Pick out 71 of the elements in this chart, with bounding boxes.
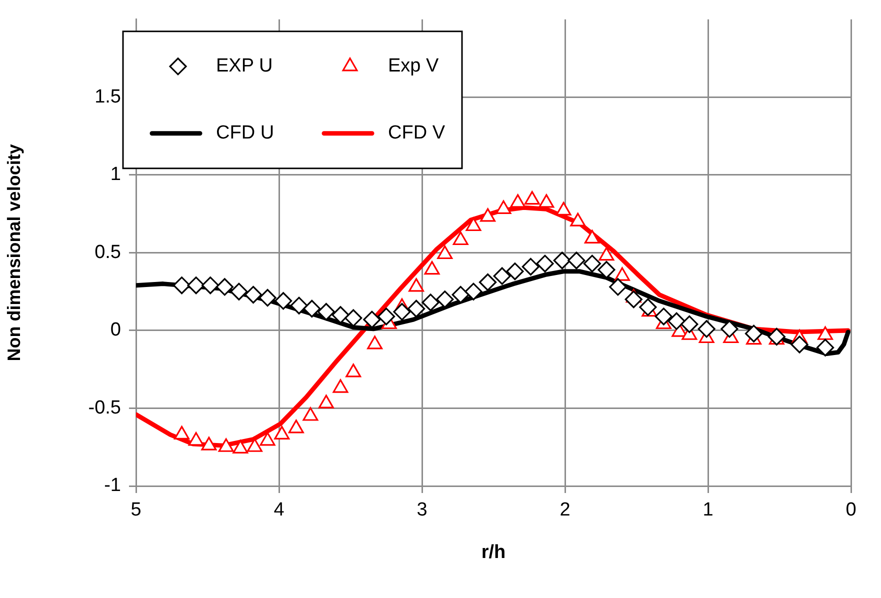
point (583, 254, 601, 272)
point (303, 300, 321, 318)
point (393, 303, 411, 321)
point (768, 328, 786, 346)
y-tick-label: 0.5 (94, 242, 121, 263)
point (536, 254, 554, 272)
point (720, 320, 738, 338)
point (790, 336, 808, 354)
point (172, 276, 191, 294)
point (290, 296, 308, 314)
point (609, 278, 627, 296)
point (377, 308, 396, 326)
point (244, 286, 262, 304)
point (258, 289, 276, 307)
x-axis-title: r/h (481, 542, 506, 563)
point (274, 292, 292, 310)
point (422, 294, 440, 312)
point (332, 379, 348, 393)
point (624, 290, 642, 308)
x-tick-label: 1 (702, 500, 714, 521)
y-tick-label: 1 (110, 164, 121, 186)
y-tick-label: -0.5 (88, 397, 121, 418)
point (553, 252, 571, 270)
point (346, 364, 362, 378)
x-tick-label: 5 (130, 500, 142, 521)
legend-label: Exp V (388, 56, 440, 77)
y-axis-title: Non dimensional velocity (4, 144, 24, 362)
point (344, 309, 362, 327)
point (654, 308, 672, 326)
point (318, 394, 334, 408)
point (230, 282, 248, 300)
point (598, 261, 616, 279)
x-tick-label: 4 (274, 500, 285, 521)
point (668, 312, 686, 330)
point (246, 438, 262, 452)
point (288, 420, 304, 434)
point (436, 290, 454, 308)
point (188, 432, 204, 446)
point (407, 300, 426, 318)
point (201, 436, 217, 450)
point (493, 267, 511, 285)
point (174, 426, 190, 440)
y-tick-label: 1.5 (94, 86, 121, 108)
point (568, 252, 586, 270)
point (187, 276, 205, 294)
point (232, 440, 248, 454)
point (260, 432, 276, 446)
point (202, 276, 220, 294)
legend-label: CFD U (216, 122, 274, 144)
x-tick-label: 2 (560, 500, 570, 521)
point (698, 320, 716, 338)
legend-label: CFD V (388, 122, 446, 144)
legend-label: EXP U (216, 56, 273, 77)
point (274, 426, 290, 440)
y-tick-label: 0 (110, 320, 121, 341)
point (818, 326, 833, 340)
point (363, 310, 381, 328)
point (506, 262, 524, 280)
point (478, 273, 497, 292)
point (639, 298, 657, 316)
point (216, 278, 234, 296)
x-tick-label: 0 (846, 500, 856, 521)
point (816, 338, 834, 356)
y-tick-label: -1 (104, 475, 121, 496)
x-tick-label: 3 (416, 500, 428, 521)
point (218, 438, 234, 452)
point (522, 258, 540, 276)
point (367, 336, 383, 350)
point (302, 407, 318, 421)
point (680, 315, 698, 334)
point (744, 324, 763, 342)
